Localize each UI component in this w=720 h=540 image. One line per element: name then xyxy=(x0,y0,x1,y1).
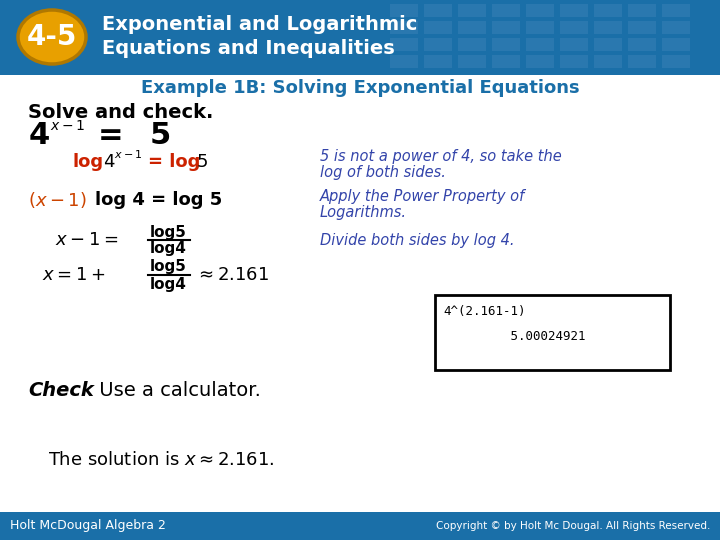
Text: Exponential and Logarithmic: Exponential and Logarithmic xyxy=(102,15,418,33)
FancyBboxPatch shape xyxy=(560,55,588,68)
FancyBboxPatch shape xyxy=(0,0,720,75)
FancyBboxPatch shape xyxy=(662,4,690,17)
Text: log4: log4 xyxy=(150,241,187,256)
FancyBboxPatch shape xyxy=(390,21,418,34)
FancyBboxPatch shape xyxy=(594,21,622,34)
FancyBboxPatch shape xyxy=(526,21,554,34)
FancyBboxPatch shape xyxy=(662,38,690,51)
Text: log5: log5 xyxy=(150,260,187,274)
FancyBboxPatch shape xyxy=(662,55,690,68)
Text: = log: = log xyxy=(148,153,200,171)
Text: 4^(2.161-1): 4^(2.161-1) xyxy=(443,306,526,319)
FancyBboxPatch shape xyxy=(628,55,656,68)
Text: $x-1$: $x-1$ xyxy=(50,119,85,133)
Text: Copyright © by Holt Mc Dougal. All Rights Reserved.: Copyright © by Holt Mc Dougal. All Right… xyxy=(436,521,710,531)
FancyBboxPatch shape xyxy=(594,38,622,51)
Text: Solve and check.: Solve and check. xyxy=(28,103,213,122)
Text: Holt McDougal Algebra 2: Holt McDougal Algebra 2 xyxy=(10,519,166,532)
Text: Example 1B: Solving Exponential Equations: Example 1B: Solving Exponential Equation… xyxy=(140,79,580,97)
FancyBboxPatch shape xyxy=(560,4,588,17)
FancyBboxPatch shape xyxy=(458,4,486,17)
Text: $5$: $5$ xyxy=(196,153,208,171)
FancyBboxPatch shape xyxy=(458,38,486,51)
FancyBboxPatch shape xyxy=(390,4,418,17)
FancyBboxPatch shape xyxy=(594,55,622,68)
Text: Check: Check xyxy=(28,381,94,400)
FancyBboxPatch shape xyxy=(0,512,720,540)
Text: $x-1$: $x-1$ xyxy=(114,148,143,160)
FancyBboxPatch shape xyxy=(424,4,452,17)
FancyBboxPatch shape xyxy=(390,38,418,51)
Text: log5: log5 xyxy=(150,225,187,240)
FancyBboxPatch shape xyxy=(458,21,486,34)
FancyBboxPatch shape xyxy=(628,21,656,34)
FancyBboxPatch shape xyxy=(628,38,656,51)
Text: Equations and Inequalities: Equations and Inequalities xyxy=(102,38,395,57)
Text: $x-1=$: $x-1=$ xyxy=(55,231,118,249)
FancyBboxPatch shape xyxy=(492,55,520,68)
Text: The solution is $x \approx 2.161.$: The solution is $x \approx 2.161.$ xyxy=(48,451,274,469)
Text: Logarithms.: Logarithms. xyxy=(320,205,407,219)
FancyBboxPatch shape xyxy=(424,38,452,51)
FancyBboxPatch shape xyxy=(424,21,452,34)
Text: log: log xyxy=(72,153,103,171)
Text: Apply the Power Property of: Apply the Power Property of xyxy=(320,188,526,204)
FancyBboxPatch shape xyxy=(492,38,520,51)
FancyBboxPatch shape xyxy=(435,295,670,370)
FancyBboxPatch shape xyxy=(560,21,588,34)
FancyBboxPatch shape xyxy=(390,55,418,68)
FancyBboxPatch shape xyxy=(492,21,520,34)
Text: $x=1+$: $x=1+$ xyxy=(42,266,105,284)
FancyBboxPatch shape xyxy=(594,4,622,17)
FancyBboxPatch shape xyxy=(526,55,554,68)
Ellipse shape xyxy=(18,10,86,64)
Text: $\mathbf{4}$: $\mathbf{4}$ xyxy=(28,122,50,151)
FancyBboxPatch shape xyxy=(458,55,486,68)
Text: $4$: $4$ xyxy=(103,153,115,171)
Text: $\approx 2.161$: $\approx 2.161$ xyxy=(195,266,269,284)
FancyBboxPatch shape xyxy=(560,38,588,51)
Text: Use a calculator.: Use a calculator. xyxy=(93,381,261,400)
FancyBboxPatch shape xyxy=(526,38,554,51)
Text: Divide both sides by log 4.: Divide both sides by log 4. xyxy=(320,233,515,247)
FancyBboxPatch shape xyxy=(628,4,656,17)
FancyBboxPatch shape xyxy=(424,55,452,68)
FancyBboxPatch shape xyxy=(492,4,520,17)
Text: 4-5: 4-5 xyxy=(27,23,77,51)
Text: 5.00024921: 5.00024921 xyxy=(443,329,585,342)
Text: log4: log4 xyxy=(150,276,187,292)
Text: log 4 = log 5: log 4 = log 5 xyxy=(95,191,222,209)
Text: $\mathbf{=\ \ 5}$: $\mathbf{=\ \ 5}$ xyxy=(92,122,171,151)
Text: $(x-1)$: $(x-1)$ xyxy=(28,190,86,210)
FancyBboxPatch shape xyxy=(526,4,554,17)
Text: 5 is not a power of 4, so take the: 5 is not a power of 4, so take the xyxy=(320,150,562,165)
Text: log of both sides.: log of both sides. xyxy=(320,165,446,180)
FancyBboxPatch shape xyxy=(662,21,690,34)
